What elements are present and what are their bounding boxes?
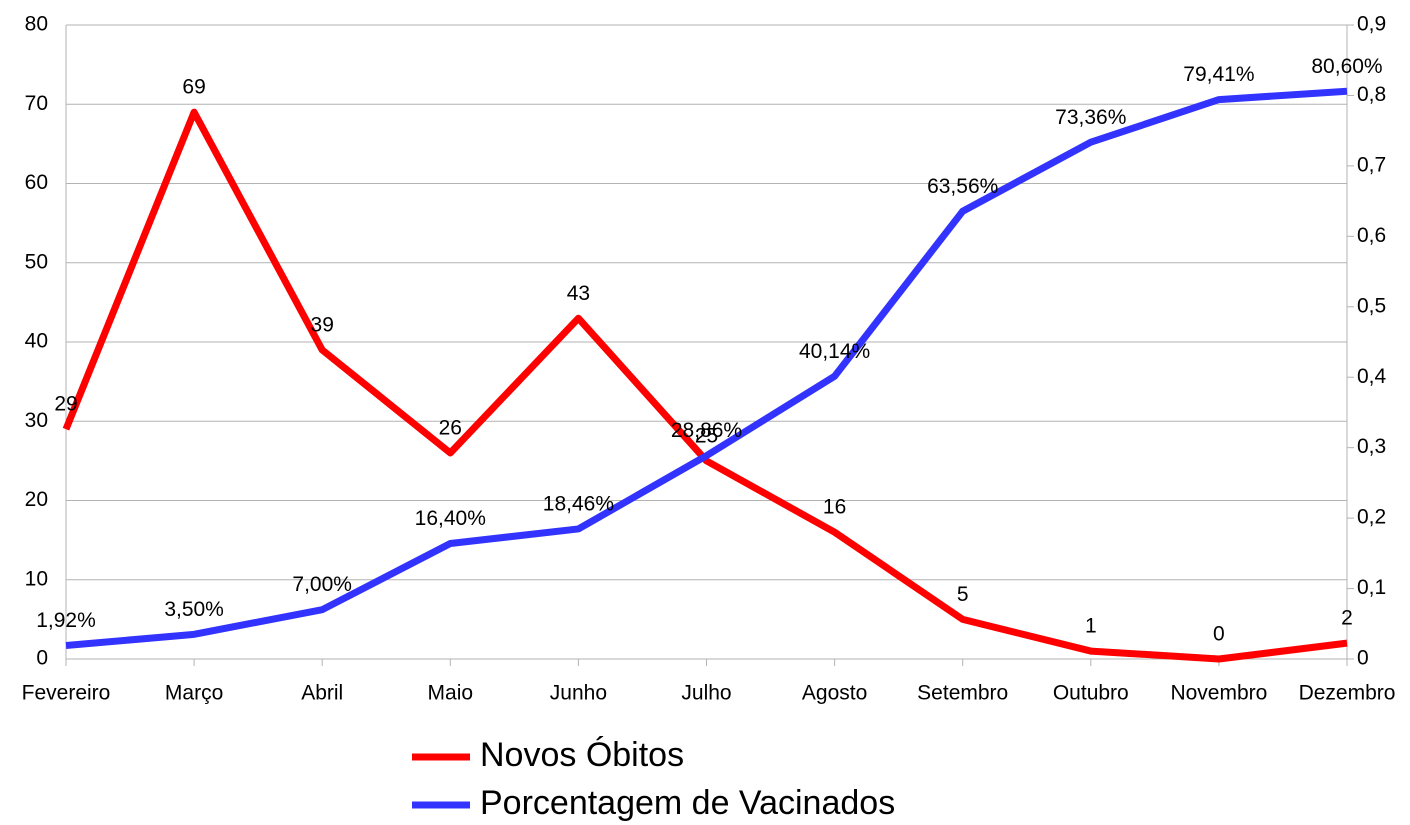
y-tick-label: 60 xyxy=(25,171,48,194)
series-line xyxy=(65,87,1348,649)
legend-label: Porcentagem de Vacinados xyxy=(480,784,895,822)
data-label: 80,60% xyxy=(1311,55,1382,78)
y2-tick-label: 0,7 xyxy=(1357,153,1386,176)
x-tick-label: Junho xyxy=(550,682,607,705)
data-label: 2 xyxy=(1341,607,1353,630)
x-tick-label: Novembro xyxy=(1170,682,1267,705)
y-tick-label: 30 xyxy=(25,409,48,432)
data-label: 73,36% xyxy=(1055,106,1126,129)
x-tick-label: Outubro xyxy=(1053,682,1129,705)
data-label: 40,14% xyxy=(799,340,870,363)
y2-tick-label: 0,9 xyxy=(1357,13,1386,36)
y2-tick-label: 0,6 xyxy=(1357,224,1386,247)
x-tick-label: Agosto xyxy=(802,682,867,705)
data-label: 63,56% xyxy=(927,175,998,198)
y2-tick-label: 0,8 xyxy=(1357,83,1386,106)
y-tick-label: 50 xyxy=(25,250,48,273)
series-line xyxy=(62,108,1348,663)
x-tick-label: Maio xyxy=(428,682,474,705)
legend-label: Novos Óbitos xyxy=(480,736,684,774)
data-label: 18,46% xyxy=(543,493,614,516)
data-label: 0 xyxy=(1213,623,1225,646)
data-label: 5 xyxy=(957,583,969,606)
data-label: 1 xyxy=(1085,615,1097,638)
data-label: 16,40% xyxy=(415,507,486,530)
data-label: 39 xyxy=(311,313,334,336)
data-label: 3,50% xyxy=(164,598,224,621)
y2-tick-label: 0,4 xyxy=(1357,365,1387,388)
data-label: 25 xyxy=(695,424,718,447)
y2-tick-label: 0,1 xyxy=(1357,576,1386,599)
y-tick-label: 0 xyxy=(36,647,48,670)
x-tick-label: Março xyxy=(165,682,223,705)
y-tick-label: 80 xyxy=(25,13,48,36)
x-tick-label: Abril xyxy=(301,682,343,705)
x-tick-label: Dezembro xyxy=(1299,682,1396,705)
y2-tick-label: 0,2 xyxy=(1357,506,1386,529)
data-label: 28,86% xyxy=(671,419,742,442)
y2-tick-label: 0,3 xyxy=(1357,435,1386,458)
y2-tick-label: 0 xyxy=(1357,647,1369,670)
data-label: 1,92% xyxy=(36,609,96,632)
data-label: 16 xyxy=(823,496,846,519)
x-tick-label: Setembro xyxy=(917,682,1008,705)
data-label: 29 xyxy=(54,393,77,416)
y-tick-label: 20 xyxy=(25,488,48,511)
data-label: 69 xyxy=(182,76,205,99)
data-label: 43 xyxy=(567,282,590,305)
y-tick-label: 10 xyxy=(25,567,48,590)
x-tick-label: Julho xyxy=(681,682,731,705)
y-tick-label: 70 xyxy=(25,92,48,115)
data-label: 7,00% xyxy=(292,573,352,596)
data-label: 79,41% xyxy=(1183,63,1254,86)
y-tick-label: 40 xyxy=(25,330,48,353)
x-tick-label: Fevereiro xyxy=(22,682,111,705)
data-label: 26 xyxy=(439,416,462,439)
y2-tick-label: 0,5 xyxy=(1357,294,1386,317)
